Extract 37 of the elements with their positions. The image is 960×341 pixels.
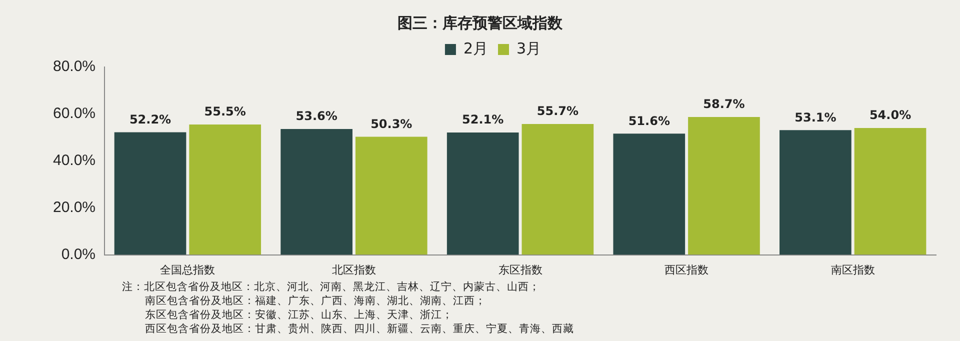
data-label: 58.7% (703, 97, 745, 112)
x-tick-label: 北区指数 (332, 263, 376, 276)
legend-label: 3月 (516, 39, 542, 58)
data-label: 53.1% (794, 110, 836, 124)
y-tick-label: 20.0% (52, 198, 96, 216)
text: 注：北区包含省份及地区：北京、河北、河南、黑龙江、吉林、辽宁、内蒙古、山西； (122, 280, 541, 294)
x-tick-label: 西区指数 (664, 264, 709, 276)
data-label: 55.5% (204, 104, 246, 119)
data-label: 51.6% (628, 114, 670, 128)
text: 西区包含省份及地区：甘肃、贵州、陕西、四川、新疆、云南、重庆、宁夏、青海、西藏 (144, 322, 574, 336)
bar (355, 136, 428, 255)
bar (780, 130, 852, 255)
y-tick-label: 80.0% (52, 58, 96, 76)
y-tick-label: 0.0% (61, 246, 96, 263)
bar (114, 132, 186, 255)
bar (688, 117, 760, 255)
bar (280, 128, 352, 255)
x-tick-label: 全国总指数 (160, 263, 216, 276)
bar (522, 124, 594, 255)
data-label: 54.0% (869, 108, 912, 122)
x-tick-label: 南区指数 (830, 263, 875, 276)
data-label: 55.7% (536, 104, 578, 118)
bar (854, 128, 926, 255)
bar (446, 132, 519, 255)
x-tick-label: 东区指数 (498, 263, 542, 276)
y-tick-label: 40.0% (52, 152, 96, 170)
bar (613, 134, 686, 255)
data-label: 52.2% (129, 112, 172, 126)
legend-label: 2月 (463, 39, 488, 58)
data-label: 52.1% (462, 112, 504, 127)
chart-title: 图三：库存预警区域指数 (396, 14, 564, 33)
data-label: 50.3% (370, 116, 412, 131)
data-label: 53.6% (296, 109, 338, 124)
text: 南区包含省份及地区：福建、广东、广西、海南、湖北、湖南、江西； (144, 294, 487, 308)
text: 东区包含省份及地区：安徽、江苏、山东、上海、天津、浙江； (144, 308, 454, 322)
bar (189, 124, 262, 255)
y-tick-label: 60.0% (52, 105, 96, 122)
